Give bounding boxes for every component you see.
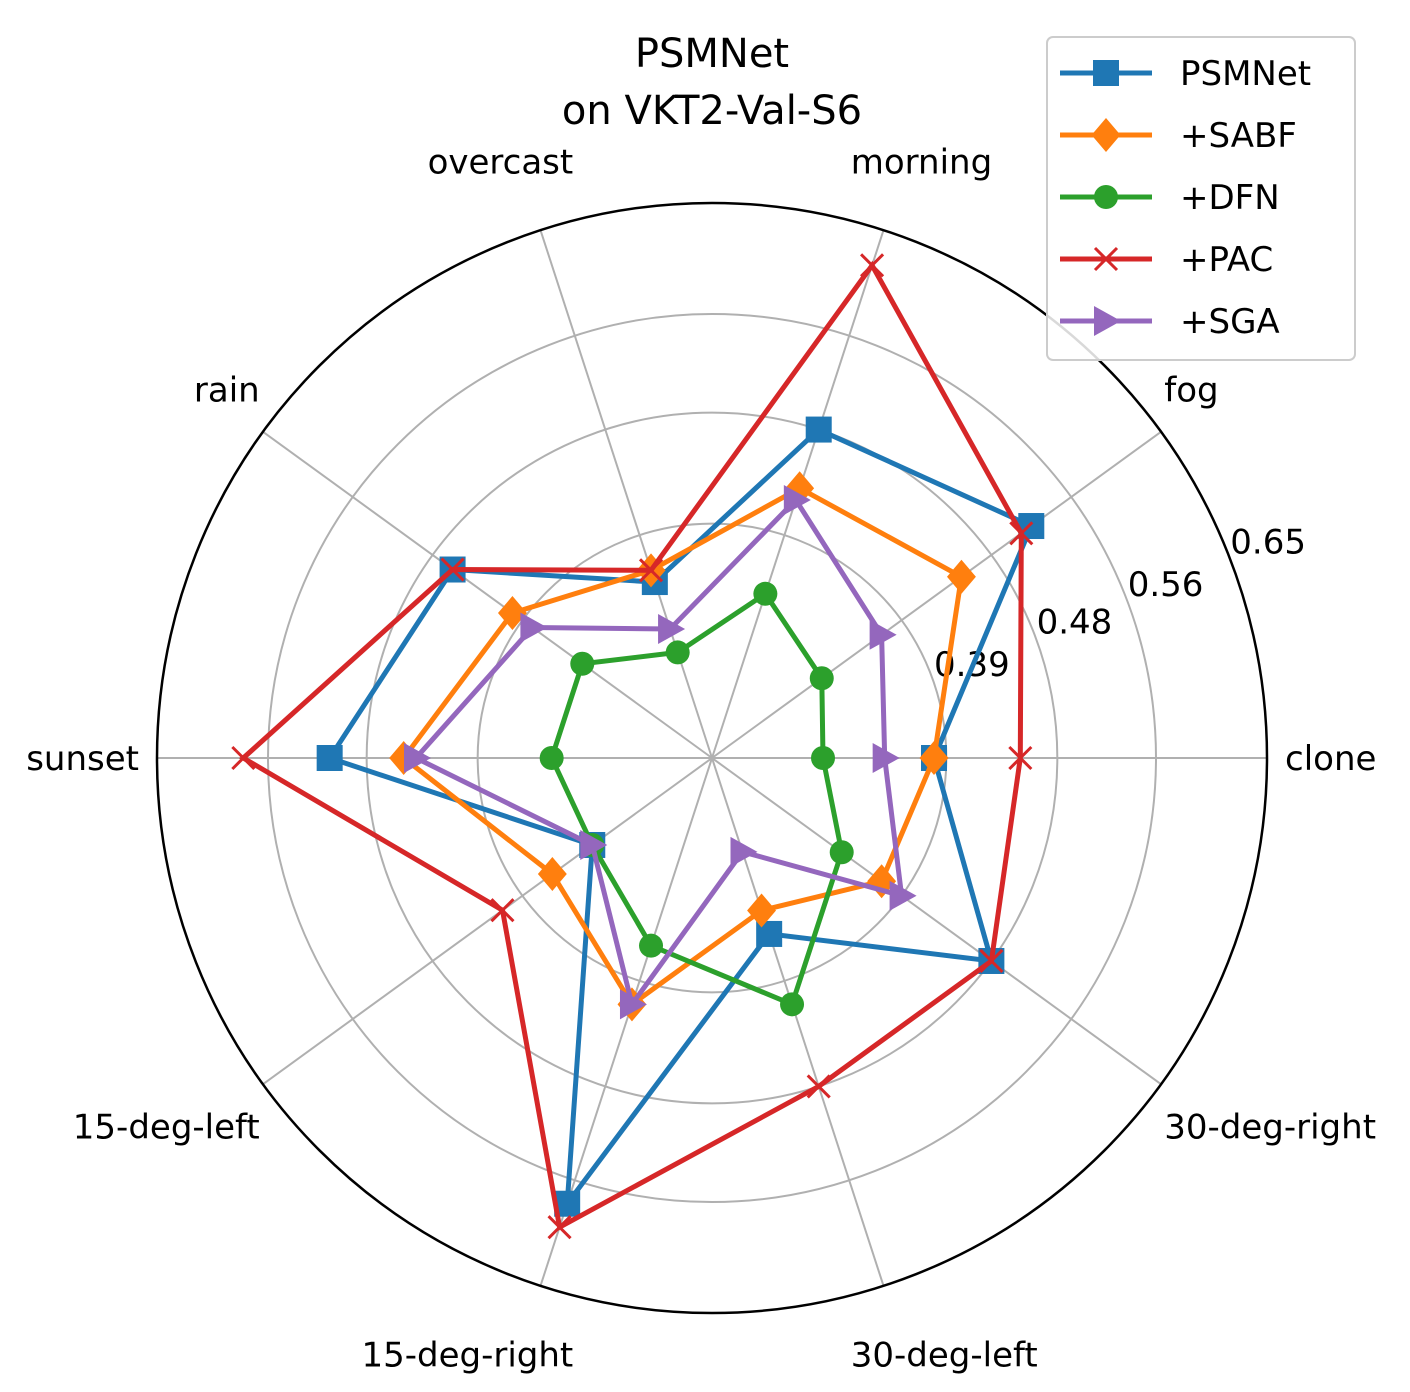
chart-title: PSMNet on VKT2-Val-S6 [562,31,862,134]
legend-box [1046,36,1356,361]
series-line-3 [239,260,1024,1232]
data-point-1-rain [497,596,527,631]
legend-marker-2 [1094,185,1118,209]
series-sga [404,484,917,1020]
radial-tick-label-1: 0.48 [1037,603,1113,643]
legend-entry-2: +DFN [1060,178,1280,218]
spoke-30-deg-right [711,757,1162,1086]
legend-marker-3 [1093,246,1119,272]
data-point-2-fog [809,666,834,691]
outer-ring [155,201,1269,1315]
data-point-1-15-deg-left [537,856,567,891]
data-point-3-morning [860,253,885,278]
category-label-morning: morning [851,143,992,183]
legend-marker-1 [1091,118,1121,152]
category-label-sunset: sunset [26,739,139,779]
series-dfn [539,581,854,1017]
data-point-3-30-deg-right [979,948,1004,974]
data-point-4-rain [520,612,548,643]
data-point-3-clone [1008,745,1033,771]
legend-label-3: +PAC [1180,240,1273,280]
data-point-2-sunset [539,746,564,770]
chart-title-line-1: PSMNet [635,31,789,77]
spoke-overcast [539,229,713,759]
data-point-4-overcast [658,613,686,644]
spoke-15-deg-left [262,757,713,1086]
category-label-15-deg-right: 15-deg-right [361,1335,573,1375]
series-layer [231,253,1045,1240]
category-label-30-deg-right: 30-deg-right [1164,1108,1376,1148]
data-point-3-fog [1009,521,1034,546]
data-point-2-30-deg-right [829,840,854,865]
category-label-15-deg-left: 15-deg-left [73,1108,260,1148]
data-point-0-sunset [316,745,343,771]
radial-tick-label-3: 0.65 [1230,522,1306,562]
data-point-4-30-deg-right [889,880,917,911]
legend-label-1: +SABF [1180,116,1297,156]
legend-entry-0: PSMNet [1060,54,1311,94]
legend-entry-4: +SGA [1060,302,1280,342]
data-point-3-30-deg-left [806,1074,831,1099]
series-line-0 [325,426,1035,1212]
data-point-3-sunset [231,745,256,771]
data-point-2-overcast [665,640,690,665]
category-label-fog: fog [1164,370,1218,410]
data-point-3-overcast [638,558,664,583]
legend-entry-3: +PAC [1060,240,1273,280]
data-point-4-15-deg-left [580,829,608,860]
data-point-2-clone [811,746,835,770]
polar-grid [155,201,1269,1315]
radial-tick-label-2: 0.56 [1128,565,1204,605]
legend-marker-4 [1094,306,1121,336]
data-point-4-fog [869,619,897,650]
data-point-3-15-deg-left [490,898,515,923]
legend-label-4: +SGA [1180,302,1280,342]
category-label-30-deg-left: 30-deg-left [851,1335,1038,1375]
data-point-4-15-deg-right [619,989,647,1020]
data-point-4-morning [783,484,811,515]
data-point-4-30-deg-left [730,836,758,867]
data-point-2-morning [753,581,778,606]
data-point-2-15-deg-right [639,933,664,958]
data-point-4-clone [872,743,900,773]
spoke-rain [262,430,713,759]
data-point-1-fog [946,559,976,594]
chart-title-line-2: on VKT2-Val-S6 [562,88,862,134]
data-point-3-15-deg-right [547,1215,572,1240]
data-point-2-rain [570,651,595,676]
legend: PSMNet +SABF +DFN +PAC +SGA [1046,36,1356,361]
legend-marker-0 [1093,60,1119,86]
data-point-0-morning [805,416,832,443]
data-point-1-clone [919,741,949,775]
data-point-3-rain [440,557,465,582]
category-labels: clone fog morning overcast rain sunset 15-deg-… [26,143,1376,1376]
spoke-fog [711,430,1162,759]
legend-label-2: +DFN [1180,178,1280,218]
spoke-30-deg-left [711,757,885,1287]
legend-label-0: PSMNet [1180,54,1311,94]
data-point-1-30-deg-left [747,893,776,928]
radial-tick-labels: 0.390.480.560.65 [934,522,1306,685]
data-point-2-30-deg-left [780,992,805,1017]
legend-entry-1: +SABF [1060,116,1297,156]
category-label-overcast: overcast [428,143,574,183]
category-label-rain: rain [194,370,260,410]
category-label-clone: clone [1285,739,1376,779]
series-pac [231,253,1034,1240]
data-point-4-sunset [404,743,431,773]
